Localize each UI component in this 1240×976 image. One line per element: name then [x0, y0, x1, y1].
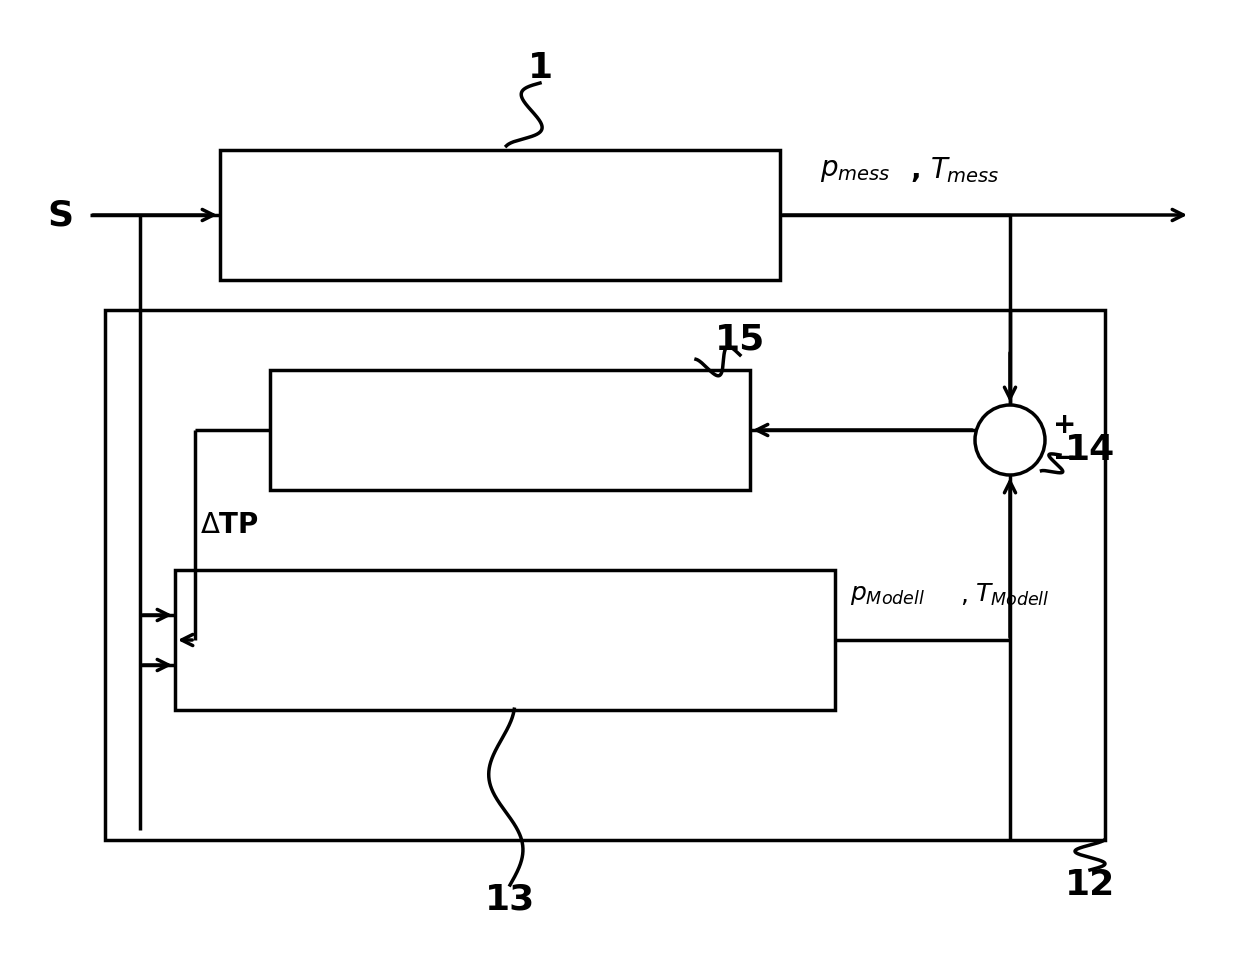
Text: 15: 15: [715, 323, 765, 357]
Text: 13: 13: [485, 883, 536, 917]
Text: +: +: [1053, 411, 1076, 439]
Text: 12: 12: [1065, 868, 1115, 902]
Text: −: −: [1053, 444, 1076, 472]
Text: 1: 1: [527, 51, 553, 85]
Text: $T_{mess}$: $T_{mess}$: [930, 155, 999, 184]
Text: ,: ,: [960, 583, 968, 607]
Text: ,: ,: [910, 156, 920, 184]
Circle shape: [975, 405, 1045, 475]
Bar: [219, 150, 780, 280]
Bar: [105, 310, 1105, 840]
Bar: [270, 370, 750, 490]
Text: 14: 14: [1065, 433, 1115, 467]
Text: $T_{Modell}$: $T_{Modell}$: [975, 582, 1049, 608]
Text: $p_{Modell}$: $p_{Modell}$: [849, 583, 925, 607]
Text: S: S: [47, 198, 73, 232]
Text: $p_{mess}$: $p_{mess}$: [820, 156, 890, 184]
Bar: [175, 570, 835, 710]
Text: $\Delta$TP: $\Delta$TP: [200, 511, 259, 539]
